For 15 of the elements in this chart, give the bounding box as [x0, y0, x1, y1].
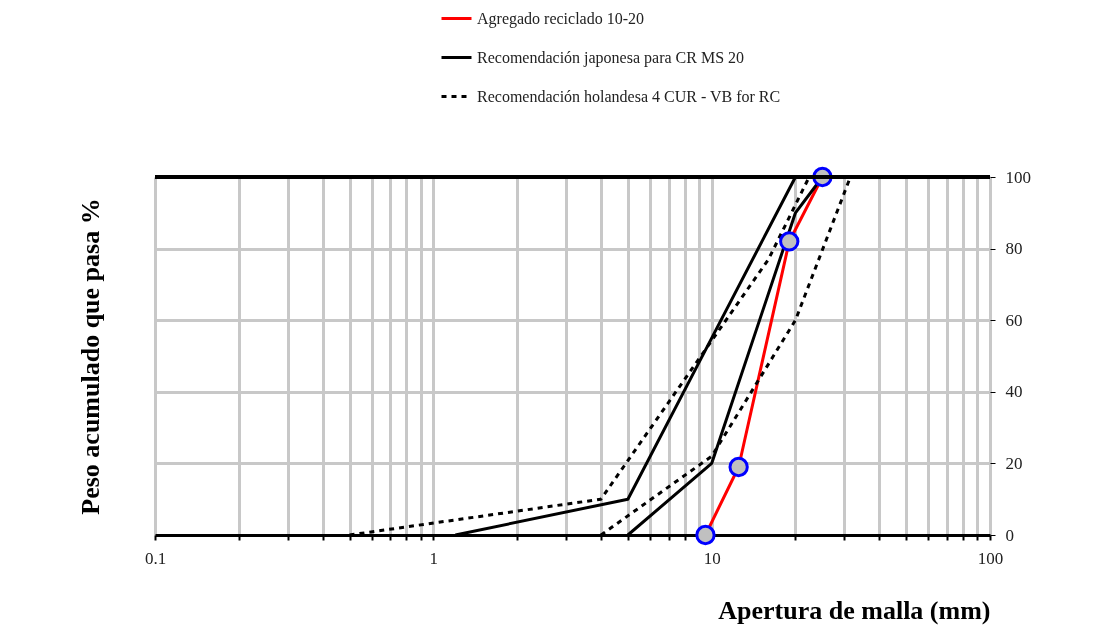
x-tick-label: 0.1	[144, 548, 167, 568]
y-tick-label: 20	[1005, 453, 1023, 473]
y-tick-label: 0	[1005, 525, 1014, 545]
y-tick-label: 80	[1005, 239, 1023, 259]
legend-label: Recomendación japonesa para CR MS 20	[477, 48, 745, 67]
x-tick-label: 1	[429, 548, 439, 568]
legend-label: Recomendación holandesa 4 CUR - VB for RC	[477, 87, 781, 105]
x-tick-label: 100	[977, 548, 1004, 568]
x-tick-label: 10	[703, 548, 721, 568]
legend-label: Agregado reciclado 10-20	[477, 9, 645, 28]
x-axis-title: Apertura de malla (mm)	[718, 595, 991, 625]
y-tick-label: 60	[1005, 310, 1023, 330]
y-axis-title: Peso acumulado que pasa %	[75, 198, 105, 515]
y-tick-label: 100	[1005, 167, 1031, 187]
y-tick-label: 40	[1005, 382, 1023, 402]
